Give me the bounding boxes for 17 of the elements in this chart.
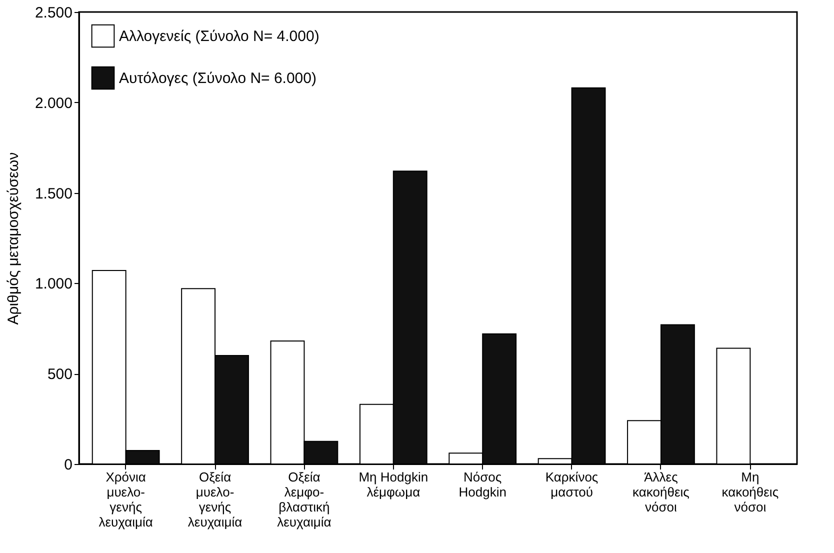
legend-label: Αυτόλογες (Σύνολο N= 6.000) [119, 70, 316, 87]
x-tick-label: Οξεία λεμφο- βλαστική λευχαιμία [277, 470, 332, 530]
y-tick-label: 1.500 [34, 185, 72, 202]
y-tick-label: 1.000 [34, 276, 72, 293]
y-tick-label: 2.500 [34, 4, 72, 22]
y-tick-label: 0 [64, 456, 72, 474]
x-tick-label: Χρόνια μυελο- γενής λευχαιμία [98, 470, 154, 530]
x-tick-label: Μη κακοήθεις νόσοι [722, 470, 779, 514]
legend-label: Αλλογενείς (Σύνολο N= 4.000) [119, 28, 320, 45]
x-tick-label: Μη Hodgkin λέμφωμα [358, 470, 428, 500]
y-tick-label: 500 [47, 366, 72, 384]
y-tick-label: 2.000 [34, 94, 72, 112]
x-tick-label: Νόσος Hodgkin [458, 470, 506, 500]
x-tick-label: Οξεία μυελο- γενής λευχαιμία [188, 470, 243, 530]
y-axis-title: Αριθμός μεταμοσχεύσεων [4, 152, 22, 325]
x-tick-label: Άλλες κακοήθεις νόσοι [632, 470, 690, 514]
x-tick-label: Καρκίνος μαστού [545, 470, 598, 500]
